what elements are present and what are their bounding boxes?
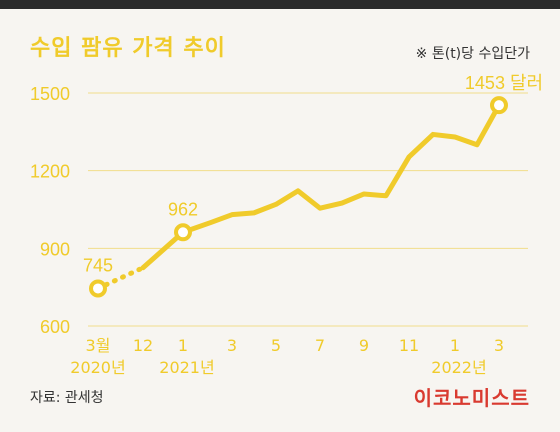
x-tick-label: 9 [359, 336, 369, 355]
data-label: 745 [83, 255, 113, 275]
data-label: 962 [168, 199, 198, 219]
y-tick-label: 1200 [30, 162, 70, 182]
data-point [89, 279, 107, 298]
x-tick-label: 3월 [86, 336, 111, 355]
year-label: 2022년 [431, 358, 486, 377]
series-line [140, 102, 502, 271]
x-tick-label: 3 [227, 336, 237, 355]
source-note: 자료: 관세청 [30, 390, 104, 406]
year-label: 2021년 [159, 358, 214, 377]
unit-note: ※ 톤(t)당 수입단가 [415, 46, 530, 62]
x-tick-label: 11 [399, 336, 419, 355]
data-label: 1453 달러 [465, 73, 543, 93]
data-point [490, 96, 508, 115]
y-tick-label: 1500 [30, 84, 70, 104]
y-tick-label: 600 [40, 317, 70, 337]
top-bar [0, 0, 560, 9]
x-tick-label: 1 [178, 336, 188, 355]
x-tick-label: 7 [315, 336, 325, 355]
x-tick-label: 1 [450, 336, 460, 355]
y-tick-label: 900 [40, 239, 70, 259]
x-tick-label: 3 [494, 336, 504, 355]
data-point [174, 223, 192, 242]
x-tick-label: 5 [271, 336, 281, 355]
chart-title: 수입 팜유 가격 추이 [30, 36, 226, 61]
year-label: 2020년 [70, 358, 125, 377]
brand-logo: 이코노미스트 [413, 386, 530, 410]
x-tick-label: 12 [133, 336, 153, 355]
